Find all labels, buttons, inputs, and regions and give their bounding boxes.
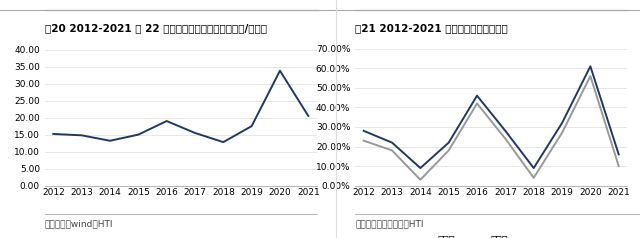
毛利率 [445,141,452,144]
净利率 [360,139,367,142]
毛利率 [417,167,424,169]
净利率 [530,176,538,179]
净利率 [417,178,424,181]
毛利率 [558,122,566,124]
毛利率 [473,94,481,97]
Line: 净利率: 净利率 [364,76,619,180]
净利率 [558,131,566,134]
净利率 [445,149,452,152]
毛利率 [388,141,396,144]
Text: 资料来源：wind，HTI: 资料来源：wind，HTI [45,219,113,228]
净利率 [502,137,509,140]
净利率 [586,75,594,78]
毛利率 [530,167,538,169]
Text: 图20 2012-2021 年 22 个省市生猪平均价（单位：元/千克）: 图20 2012-2021 年 22 个省市生猪平均价（单位：元/千克） [45,23,267,33]
毛利率 [586,65,594,68]
净利率 [615,165,623,168]
Text: 资料来源：公司公告，HTI: 资料来源：公司公告，HTI [355,219,424,228]
毛利率 [502,129,509,132]
毛利率 [360,129,367,132]
净利率 [388,149,396,152]
净利率 [473,102,481,105]
毛利率 [615,153,623,156]
Legend: 毛利率, 净利率: 毛利率, 净利率 [405,230,512,238]
Line: 毛利率: 毛利率 [364,66,619,168]
Text: 图21 2012-2021 年公司毛、净利率水平: 图21 2012-2021 年公司毛、净利率水平 [355,23,508,33]
